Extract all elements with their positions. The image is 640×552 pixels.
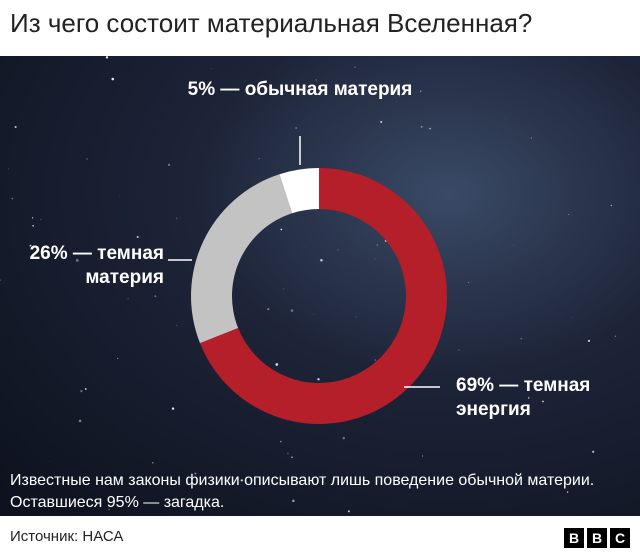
- star: [127, 298, 129, 300]
- star: [530, 137, 532, 139]
- star: [151, 461, 154, 464]
- star: [14, 125, 17, 129]
- star: [376, 244, 378, 246]
- star: [111, 77, 115, 81]
- chart: [0, 56, 617, 513]
- logo-letter: B: [587, 528, 607, 548]
- star: [587, 339, 591, 342]
- star: [320, 258, 323, 262]
- star: [78, 419, 82, 423]
- logo-letter: B: [564, 528, 584, 548]
- star: [75, 258, 79, 262]
- star: [513, 245, 514, 246]
- star: [290, 309, 294, 312]
- star: [107, 72, 109, 74]
- star: [468, 281, 470, 283]
- star: [29, 244, 32, 247]
- star: [32, 217, 34, 219]
- star: [313, 313, 315, 315]
- star: [105, 56, 109, 59]
- star: [458, 349, 460, 351]
- star: [280, 89, 284, 93]
- star: [275, 363, 279, 366]
- donut-segment: [199, 168, 448, 424]
- star: [49, 460, 50, 462]
- star: [258, 158, 260, 160]
- star: [295, 127, 297, 129]
- star: [429, 127, 431, 130]
- star: [542, 400, 544, 403]
- star: [292, 499, 295, 503]
- star: [283, 288, 284, 290]
- star: [211, 68, 212, 69]
- star: [176, 217, 178, 219]
- star: [280, 228, 283, 231]
- star: [374, 359, 377, 361]
- star: [374, 258, 376, 260]
- star: [154, 295, 157, 297]
- star: [419, 90, 422, 93]
- star: [176, 324, 178, 326]
- star: [317, 378, 320, 381]
- star: [267, 308, 270, 311]
- star: [342, 436, 345, 440]
- star: [80, 389, 83, 393]
- star: [422, 455, 424, 457]
- star: [8, 168, 9, 170]
- star: [420, 125, 423, 128]
- star: [136, 236, 139, 239]
- star: [86, 158, 88, 160]
- star: [84, 388, 87, 390]
- star: [527, 397, 530, 399]
- star: [380, 120, 383, 123]
- chart-area: Известные нам законы физики описывают ли…: [0, 56, 640, 516]
- star: [0, 279, 1, 281]
- star: [337, 249, 339, 251]
- star: [568, 213, 570, 215]
- donut-segment: [191, 174, 293, 344]
- star: [11, 197, 14, 200]
- star: [520, 337, 523, 340]
- star: [347, 510, 350, 513]
- star: [398, 95, 401, 97]
- star: [396, 101, 397, 103]
- star: [117, 358, 119, 359]
- slice-label: 5% — обычная материя: [187, 79, 413, 100]
- chart-title: Из чего состоит материальная Вселенная?: [10, 8, 533, 38]
- star: [571, 317, 573, 318]
- star: [280, 440, 282, 443]
- star: [40, 219, 42, 221]
- star: [566, 491, 569, 493]
- donut-segment: [279, 168, 319, 214]
- star: [505, 118, 507, 120]
- source: Источник: НАСА: [10, 528, 124, 545]
- star: [167, 163, 171, 166]
- logo: B B C: [564, 528, 630, 548]
- slice-label: 69% — темная энергия: [456, 375, 591, 420]
- star: [240, 479, 243, 482]
- slice-label: 26% — темная материя: [29, 243, 164, 288]
- star: [592, 450, 595, 453]
- star: [614, 335, 617, 337]
- star: [354, 66, 356, 68]
- star: [355, 316, 357, 318]
- star: [610, 204, 613, 207]
- star: [171, 407, 175, 410]
- star: [32, 224, 34, 227]
- star: [315, 79, 317, 81]
- star: [108, 508, 110, 511]
- logo-letter: C: [610, 528, 630, 548]
- note: Известные нам законы физики описывают ли…: [10, 472, 595, 511]
- star: [287, 452, 289, 455]
- star: [291, 456, 293, 459]
- star: [194, 472, 197, 475]
